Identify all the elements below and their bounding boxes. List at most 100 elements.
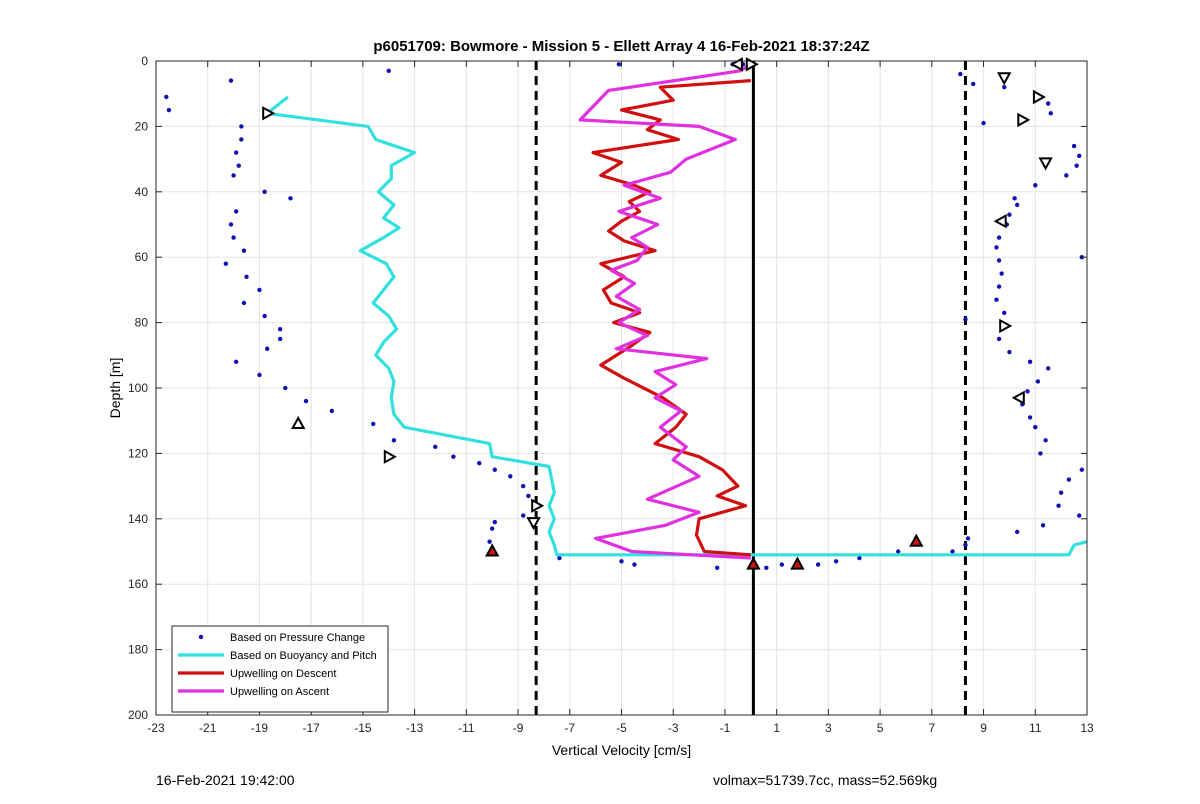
marker-triangle-left (729, 57, 743, 72)
data-point (164, 94, 169, 100)
data-point (1014, 202, 1020, 208)
data-point (329, 408, 335, 414)
legend-entry-label: Based on Pressure Change (230, 632, 365, 644)
marker-triangle-up (746, 556, 761, 570)
marker-triangle-right (745, 57, 759, 72)
legend-box (171, 625, 389, 713)
data-point (239, 124, 244, 129)
data-point (257, 372, 262, 378)
data-point (963, 542, 968, 548)
data-point (508, 474, 513, 479)
data-point (1035, 379, 1041, 384)
x-tick-label: 7 (928, 721, 935, 735)
series-line (578, 62, 752, 560)
x-tick-label: -11 (458, 721, 475, 735)
x-tick-label: 11 (1029, 721, 1042, 735)
data-point (231, 235, 236, 240)
y-axis-label: Depth [m] (107, 358, 123, 419)
data-point (1079, 467, 1085, 472)
data-point (1058, 490, 1064, 495)
legend-entry-label: Based on Buoyancy and Pitch (230, 650, 377, 662)
data-point (265, 346, 270, 351)
data-point (1071, 143, 1077, 149)
data-point (1012, 196, 1017, 201)
y-tick-label: 180 (128, 643, 148, 657)
marker-triangle-up (790, 556, 805, 570)
data-point (257, 287, 262, 293)
data-point (228, 222, 234, 227)
data-point (557, 555, 562, 561)
marker-triangle-right (383, 449, 397, 464)
markers (262, 57, 1053, 570)
marker-triangle-right (531, 498, 545, 513)
data-point (492, 467, 497, 472)
data-point (288, 196, 293, 201)
data-point (166, 107, 172, 113)
legend-swatch-point (198, 634, 204, 640)
data-point (996, 284, 1002, 289)
data-point (996, 235, 1002, 240)
marker-triangle-down (1038, 157, 1053, 171)
marker-triangle-right (999, 318, 1013, 334)
data-point (779, 562, 785, 567)
marker-triangle-down (997, 72, 1012, 86)
data-point (1007, 349, 1012, 355)
y-tick-label: 160 (128, 577, 148, 591)
data-point (1043, 438, 1048, 443)
x-tick-label: -5 (616, 721, 627, 735)
series-line (265, 95, 1088, 557)
marker-triangle-right (1032, 89, 1046, 105)
x-tick-label: -21 (199, 721, 217, 735)
data-point (1033, 183, 1038, 188)
footer-timestamp: 16-Feb-2021 19:42:00 (156, 772, 295, 788)
data-point (963, 317, 968, 322)
x-tick-label: 9 (980, 721, 987, 735)
data-point (764, 565, 769, 571)
data-point (262, 189, 267, 194)
marker-triangle-up (909, 533, 924, 547)
y-tick-label: 120 (128, 446, 148, 460)
data-point (981, 120, 986, 126)
data-point (371, 421, 376, 427)
data-point (277, 326, 283, 332)
y-tick-label: 80 (135, 316, 149, 330)
reference-lines (534, 61, 967, 715)
data-point (233, 209, 239, 214)
data-point (244, 274, 249, 280)
data-point (632, 562, 637, 567)
x-axis-label: Vertical Velocity [cm/s] (552, 742, 691, 758)
footer-info: volmax=51739.7cc, mass=52.569kg (713, 772, 938, 788)
data-point (994, 297, 999, 302)
data-point (1027, 415, 1033, 420)
data-point (1046, 366, 1051, 371)
x-tick-label: -7 (564, 721, 575, 735)
data-point (619, 559, 624, 564)
data-point (303, 398, 309, 404)
tick-labels: -23 -21 -19 -17 -15 -13 -11 -9 -7 -5 -3 -1 1 3 5 7 9 11 13… (128, 54, 1094, 735)
data-point (1002, 84, 1007, 90)
data-point (477, 461, 482, 466)
data-point (714, 565, 720, 571)
data-point (1046, 101, 1051, 106)
data-point (996, 258, 1002, 263)
data-point (1007, 212, 1012, 217)
data-point (233, 150, 239, 155)
data-point (1066, 477, 1072, 482)
chart-title: p6051709: Bowmore - Mission 5 - Ellett A… (373, 38, 869, 55)
data-point (1064, 173, 1069, 178)
data-point (1056, 503, 1061, 508)
y-tick-label: 40 (135, 185, 149, 199)
data-point (1077, 153, 1082, 159)
x-tick-label: 13 (1080, 721, 1094, 735)
x-tick-label: 3 (825, 721, 832, 735)
data-point (487, 539, 492, 544)
data-point (521, 513, 526, 518)
data-point (616, 62, 622, 67)
data-point (1002, 310, 1007, 315)
y-tick-label: 200 (128, 708, 148, 722)
marker-triangle-right (1017, 112, 1031, 128)
x-tick-label: -19 (251, 721, 269, 735)
y-tick-label: 20 (135, 119, 149, 133)
x-tick-label: 5 (877, 721, 884, 735)
